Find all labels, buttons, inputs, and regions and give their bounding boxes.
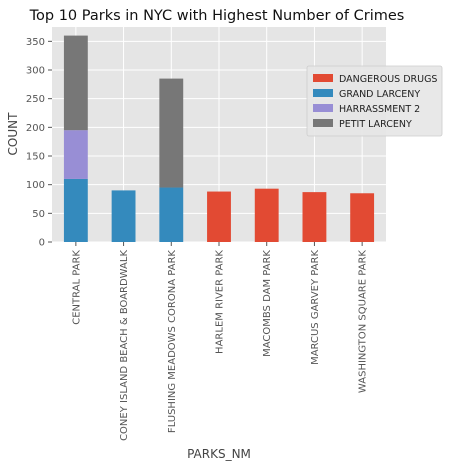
bar-segment xyxy=(159,187,184,242)
bar-segment xyxy=(159,78,184,188)
bar-segment xyxy=(254,188,279,242)
y-tick-label: 350 xyxy=(26,37,45,48)
y-tick-label: 300 xyxy=(26,66,45,77)
x-tick-label: HARLEM RIVER PARK xyxy=(215,250,226,354)
y-tick-label: 0 xyxy=(39,238,45,249)
legend: DANGEROUS DRUGS GRAND LARCENY HARRASSMENT … xyxy=(306,65,443,137)
x-tick-label: MACOMBS DAM PARK xyxy=(262,250,273,357)
x-tick-label: CENTRAL PARK xyxy=(71,250,82,325)
legend-label: GRAND LARCENY xyxy=(339,89,420,100)
legend-box xyxy=(306,65,443,137)
legend-swatch xyxy=(313,104,333,112)
y-tick-label: 50 xyxy=(32,209,45,220)
y-tick-label: 250 xyxy=(26,94,45,105)
x-axis-ticks: CENTRAL PARK CONEY ISLAND BEACH & BOARDWA… xyxy=(71,242,369,441)
bar-segment xyxy=(302,192,327,242)
bar-segment xyxy=(207,191,231,242)
y-tick-label: 200 xyxy=(26,123,45,134)
x-tick-label: FLUSHING MEADOWS CORONA PARK xyxy=(167,250,178,433)
x-tick-label: WASHINGTON SQUARE PARK xyxy=(358,250,369,394)
x-tick-label: CONEY ISLAND BEACH & BOARDWALK xyxy=(119,250,130,441)
x-axis-label: PARKS_NM xyxy=(187,447,251,461)
legend-swatch xyxy=(313,74,333,82)
legend-label: DANGEROUS DRUGS xyxy=(339,74,437,85)
legend-swatch xyxy=(313,89,333,97)
y-axis-label: COUNT xyxy=(6,112,20,156)
chart-title: Top 10 Parks in NYC with Highest Number … xyxy=(29,8,405,24)
x-tick-label: MARCUS GARVEY PARK xyxy=(310,250,321,365)
bar-segment xyxy=(63,130,88,179)
bar-segment xyxy=(63,178,88,242)
y-tick-label: 150 xyxy=(26,152,45,163)
bars xyxy=(63,35,375,242)
legend-swatch xyxy=(313,119,333,127)
legend-label: PETIT LARCENY xyxy=(339,119,412,130)
bar-segment xyxy=(63,35,88,131)
y-tick-label: 100 xyxy=(26,180,45,191)
legend-label: HARRASSMENT 2 xyxy=(339,104,420,115)
bar-segment xyxy=(111,190,136,242)
bar-segment xyxy=(350,193,375,242)
y-axis-ticks: 0 50 100 150 200 250 300 350 xyxy=(26,37,52,249)
